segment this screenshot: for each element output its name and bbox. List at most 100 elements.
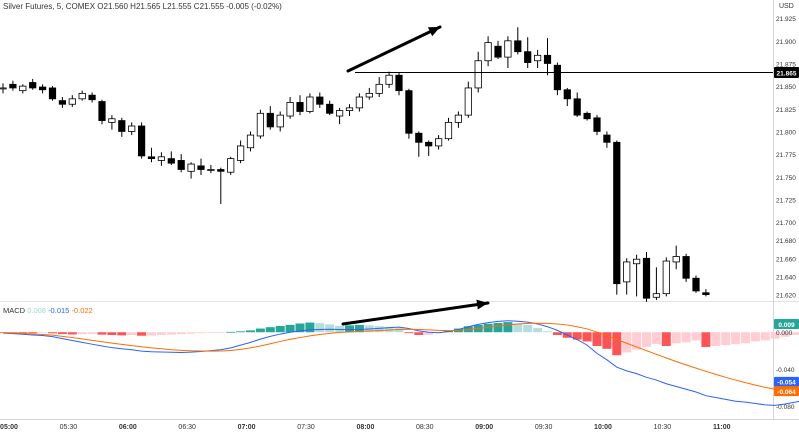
candle[interactable]: [49, 86, 55, 101]
macd-histogram-bar: [741, 332, 750, 343]
candle[interactable]: [643, 252, 649, 302]
candle[interactable]: [683, 254, 689, 282]
candle-body-up: [386, 75, 392, 84]
macd-histogram-bar: [315, 323, 324, 332]
macd-histogram-bar: [48, 332, 57, 333]
price-tick-label: 21.750: [776, 175, 796, 182]
candle[interactable]: [406, 89, 412, 139]
price-tick-label: 21.680: [776, 238, 796, 245]
time-tick-label: 10:00: [594, 424, 612, 431]
macd-histogram-bar: [187, 332, 196, 333]
macd-histogram-bar: [692, 332, 701, 340]
time-tick-label: 11:00: [713, 424, 731, 431]
candle-body-down: [643, 258, 649, 298]
candle-body-down: [119, 121, 125, 132]
macd-histogram-bar: [38, 332, 47, 333]
time-tick-label: 09:30: [535, 424, 553, 431]
candle-body-down: [574, 99, 580, 115]
candle[interactable]: [99, 100, 105, 124]
macd-title[interactable]: MACD: [3, 306, 25, 315]
candle-body-up: [445, 122, 451, 138]
candle-body-up: [129, 126, 135, 131]
candle[interactable]: [614, 141, 620, 295]
macd-histogram-bar: [147, 332, 156, 335]
macd-histogram-bar: [642, 332, 651, 347]
macd-histogram-bar: [652, 332, 661, 344]
macd-histogram-bar: [395, 328, 404, 332]
macd-histogram-bar: [276, 326, 285, 332]
price-line-tag-label: 21.865: [777, 71, 797, 78]
candle-body-down: [515, 41, 521, 52]
macd-histogram-bar: [266, 327, 275, 332]
candle[interactable]: [693, 276, 699, 293]
candle[interactable]: [663, 257, 669, 296]
candle-body-down: [89, 95, 95, 100]
candle-body-down: [554, 65, 560, 89]
candle-body-up: [475, 61, 481, 88]
macd-histogram-bar: [612, 332, 621, 355]
candle-body-up: [673, 257, 679, 262]
macd-histogram-bar: [325, 324, 334, 332]
time-tick-label: 06:30: [178, 424, 196, 431]
candle-body-down: [584, 113, 590, 118]
macd-histogram-bar: [226, 332, 235, 333]
candle-body-down: [693, 278, 699, 291]
macd-histogram-bar: [137, 332, 146, 335]
candle[interactable]: [138, 122, 144, 158]
candle[interactable]: [228, 157, 234, 175]
macd-histogram-bar: [414, 332, 423, 335]
price-tick-label: 21.875: [776, 61, 796, 68]
macd-histogram-bar: [305, 323, 314, 333]
candle-body-down: [10, 84, 16, 88]
currency-label: USD: [779, 3, 794, 10]
macd-histogram-bar: [494, 323, 503, 332]
macd-histogram-bar: [513, 323, 522, 332]
candle-body-down: [327, 104, 333, 113]
candle-body-up: [376, 84, 382, 93]
macd-histogram-bar: [672, 332, 681, 343]
macd-histogram-bar: [117, 332, 126, 335]
time-tick-label: 08:00: [356, 424, 374, 431]
candle-body-down: [317, 97, 323, 104]
candle-body-up: [653, 294, 659, 298]
price-tick-label: 21.620: [776, 293, 796, 300]
candle-body-down: [564, 90, 570, 99]
time-tick-label: 06:00: [119, 424, 137, 431]
symbol-title[interactable]: Silver Futures, 5, COMEX: [3, 2, 95, 11]
price-tick-label: 21.800: [776, 129, 796, 136]
candle-body-up: [287, 102, 293, 116]
macd-line-value: -0.015: [48, 306, 69, 315]
candle[interactable]: [257, 110, 263, 139]
price-tick-label: 21.825: [776, 107, 796, 114]
macd-histogram-bar: [701, 332, 710, 347]
macd-histogram-bar: [167, 332, 176, 334]
macd-histogram-bar: [662, 332, 671, 346]
candle-body-down: [138, 126, 144, 156]
macd-histogram-bar: [682, 332, 691, 342]
macd-histogram-bar: [216, 332, 225, 333]
candle-body-down: [30, 83, 36, 88]
macd-tick-label: -0.080: [776, 404, 795, 411]
candle-body-down: [178, 160, 184, 169]
candle-body-down: [406, 91, 412, 134]
macd-histogram-bar: [751, 332, 760, 341]
candle-body-down: [426, 142, 432, 146]
candle-body-up: [228, 159, 234, 173]
candle-body-down: [267, 113, 273, 127]
candle-body-up: [336, 111, 342, 116]
candle-body-down: [49, 88, 55, 99]
candle-body-up: [20, 86, 26, 91]
macd-histogram-bar: [68, 332, 77, 334]
macd-histogram-bar: [583, 332, 592, 341]
candle-body-up: [208, 170, 214, 171]
candle-body-up: [663, 261, 669, 294]
price-tick-label: 21.775: [776, 152, 796, 159]
macd-histogram-bar: [404, 332, 413, 333]
chart-header: Silver Futures, 5, COMEX O21.560 H21.565…: [3, 2, 282, 11]
candle-body-up: [346, 108, 352, 111]
candle-body-up: [624, 262, 630, 282]
candle-body-up: [109, 119, 115, 123]
macd-histogram-bar: [375, 326, 384, 332]
time-tick-label: 05:30: [60, 424, 78, 431]
